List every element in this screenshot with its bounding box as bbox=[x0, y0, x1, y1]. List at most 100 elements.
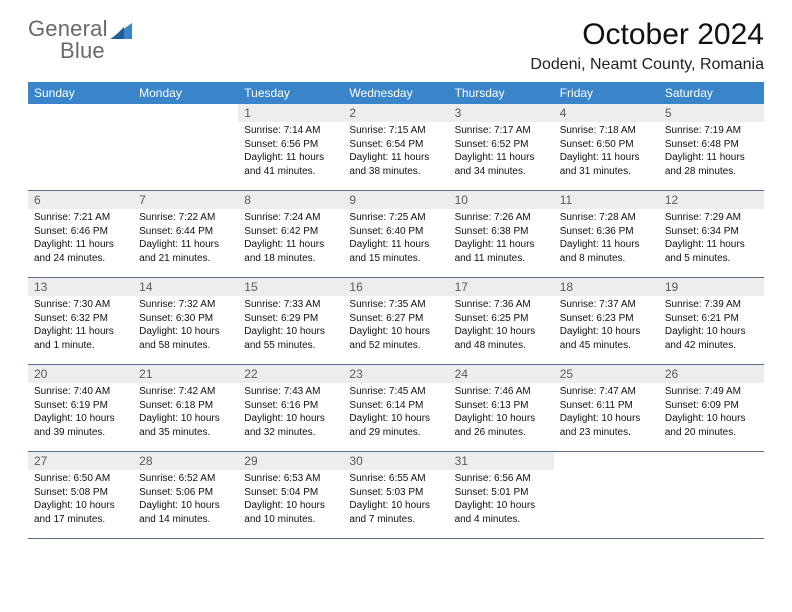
sunset: Sunset: 6:52 PM bbox=[455, 138, 548, 152]
daylight-line1: Daylight: 10 hours bbox=[34, 499, 127, 513]
sunrise: Sunrise: 7:42 AM bbox=[139, 385, 232, 399]
sunrise: Sunrise: 7:22 AM bbox=[139, 211, 232, 225]
calendar-row: 20Sunrise: 7:40 AMSunset: 6:19 PMDayligh… bbox=[28, 365, 764, 452]
day-content: Sunrise: 7:15 AMSunset: 6:54 PMDaylight:… bbox=[343, 122, 448, 182]
daylight-line1: Daylight: 10 hours bbox=[139, 412, 232, 426]
sunset: Sunset: 6:40 PM bbox=[349, 225, 442, 239]
day-number: 5 bbox=[659, 104, 764, 122]
sunset: Sunset: 6:44 PM bbox=[139, 225, 232, 239]
sunset: Sunset: 6:14 PM bbox=[349, 399, 442, 413]
calendar-cell: 29Sunrise: 6:53 AMSunset: 5:04 PMDayligh… bbox=[238, 452, 343, 539]
daylight-line1: Daylight: 11 hours bbox=[455, 238, 548, 252]
day-number: 1 bbox=[238, 104, 343, 122]
daylight-line1: Daylight: 10 hours bbox=[349, 412, 442, 426]
sunrise: Sunrise: 6:50 AM bbox=[34, 472, 127, 486]
calendar-cell: 26Sunrise: 7:49 AMSunset: 6:09 PMDayligh… bbox=[659, 365, 764, 452]
daylight-line2: and 45 minutes. bbox=[560, 339, 653, 353]
sunrise: Sunrise: 7:40 AM bbox=[34, 385, 127, 399]
day-content: Sunrise: 7:40 AMSunset: 6:19 PMDaylight:… bbox=[28, 383, 133, 443]
sunset: Sunset: 6:29 PM bbox=[244, 312, 337, 326]
calendar-cell: 30Sunrise: 6:55 AMSunset: 5:03 PMDayligh… bbox=[343, 452, 448, 539]
calendar-cell: 1Sunrise: 7:14 AMSunset: 6:56 PMDaylight… bbox=[238, 104, 343, 191]
sunset: Sunset: 6:56 PM bbox=[244, 138, 337, 152]
sunset: Sunset: 6:25 PM bbox=[455, 312, 548, 326]
sunrise: Sunrise: 7:29 AM bbox=[665, 211, 758, 225]
sunset: Sunset: 6:30 PM bbox=[139, 312, 232, 326]
day-content: Sunrise: 7:36 AMSunset: 6:25 PMDaylight:… bbox=[449, 296, 554, 356]
calendar-cell: 12Sunrise: 7:29 AMSunset: 6:34 PMDayligh… bbox=[659, 191, 764, 278]
daylight-line1: Daylight: 10 hours bbox=[244, 499, 337, 513]
day-content: Sunrise: 7:33 AMSunset: 6:29 PMDaylight:… bbox=[238, 296, 343, 356]
calendar-cell: 20Sunrise: 7:40 AMSunset: 6:19 PMDayligh… bbox=[28, 365, 133, 452]
sunset: Sunset: 6:54 PM bbox=[349, 138, 442, 152]
daylight-line1: Daylight: 11 hours bbox=[560, 238, 653, 252]
sunrise: Sunrise: 7:35 AM bbox=[349, 298, 442, 312]
weekday-header-row: Sunday Monday Tuesday Wednesday Thursday… bbox=[28, 82, 764, 104]
daylight-line2: and 26 minutes. bbox=[455, 426, 548, 440]
day-content: Sunrise: 7:22 AMSunset: 6:44 PMDaylight:… bbox=[133, 209, 238, 269]
sunset: Sunset: 6:38 PM bbox=[455, 225, 548, 239]
day-number: 7 bbox=[133, 191, 238, 209]
day-number: 24 bbox=[449, 365, 554, 383]
weekday-header: Tuesday bbox=[238, 82, 343, 104]
daylight-line2: and 14 minutes. bbox=[139, 513, 232, 527]
daylight-line1: Daylight: 11 hours bbox=[349, 151, 442, 165]
calendar-cell bbox=[28, 104, 133, 191]
daylight-line2: and 11 minutes. bbox=[455, 252, 548, 266]
calendar-cell: 16Sunrise: 7:35 AMSunset: 6:27 PMDayligh… bbox=[343, 278, 448, 365]
day-number: 23 bbox=[343, 365, 448, 383]
weekday-header: Friday bbox=[554, 82, 659, 104]
daylight-line1: Daylight: 11 hours bbox=[349, 238, 442, 252]
sunset: Sunset: 6:18 PM bbox=[139, 399, 232, 413]
day-content: Sunrise: 7:49 AMSunset: 6:09 PMDaylight:… bbox=[659, 383, 764, 443]
sunset: Sunset: 5:06 PM bbox=[139, 486, 232, 500]
sunrise: Sunrise: 7:37 AM bbox=[560, 298, 653, 312]
sunrise: Sunrise: 7:24 AM bbox=[244, 211, 337, 225]
daylight-line1: Daylight: 10 hours bbox=[349, 499, 442, 513]
sunrise: Sunrise: 6:55 AM bbox=[349, 472, 442, 486]
sunrise: Sunrise: 7:15 AM bbox=[349, 124, 442, 138]
calendar-cell: 7Sunrise: 7:22 AMSunset: 6:44 PMDaylight… bbox=[133, 191, 238, 278]
day-content: Sunrise: 7:39 AMSunset: 6:21 PMDaylight:… bbox=[659, 296, 764, 356]
day-content: Sunrise: 6:50 AMSunset: 5:08 PMDaylight:… bbox=[28, 470, 133, 530]
weekday-header: Monday bbox=[133, 82, 238, 104]
sunrise: Sunrise: 7:46 AM bbox=[455, 385, 548, 399]
daylight-line1: Daylight: 10 hours bbox=[139, 325, 232, 339]
daylight-line1: Daylight: 11 hours bbox=[665, 238, 758, 252]
daylight-line2: and 58 minutes. bbox=[139, 339, 232, 353]
day-number: 14 bbox=[133, 278, 238, 296]
sunrise: Sunrise: 7:19 AM bbox=[665, 124, 758, 138]
day-content: Sunrise: 7:45 AMSunset: 6:14 PMDaylight:… bbox=[343, 383, 448, 443]
calendar-cell: 28Sunrise: 6:52 AMSunset: 5:06 PMDayligh… bbox=[133, 452, 238, 539]
daylight-line2: and 5 minutes. bbox=[665, 252, 758, 266]
calendar-cell: 19Sunrise: 7:39 AMSunset: 6:21 PMDayligh… bbox=[659, 278, 764, 365]
daylight-line1: Daylight: 10 hours bbox=[455, 325, 548, 339]
daylight-line1: Daylight: 11 hours bbox=[139, 238, 232, 252]
calendar-row: 1Sunrise: 7:14 AMSunset: 6:56 PMDaylight… bbox=[28, 104, 764, 191]
day-content: Sunrise: 7:37 AMSunset: 6:23 PMDaylight:… bbox=[554, 296, 659, 356]
title-block: October 2024 Dodeni, Neamt County, Roman… bbox=[530, 18, 764, 74]
sunset: Sunset: 6:50 PM bbox=[560, 138, 653, 152]
day-content: Sunrise: 7:19 AMSunset: 6:48 PMDaylight:… bbox=[659, 122, 764, 182]
weekday-header: Thursday bbox=[449, 82, 554, 104]
calendar-cell: 11Sunrise: 7:28 AMSunset: 6:36 PMDayligh… bbox=[554, 191, 659, 278]
day-number: 30 bbox=[343, 452, 448, 470]
calendar-cell: 9Sunrise: 7:25 AMSunset: 6:40 PMDaylight… bbox=[343, 191, 448, 278]
month-title: October 2024 bbox=[530, 18, 764, 52]
header: General Blue October 2024 Dodeni, Neamt … bbox=[28, 18, 764, 74]
day-number: 6 bbox=[28, 191, 133, 209]
daylight-line2: and 31 minutes. bbox=[560, 165, 653, 179]
daylight-line1: Daylight: 10 hours bbox=[665, 412, 758, 426]
daylight-line1: Daylight: 11 hours bbox=[244, 238, 337, 252]
sunrise: Sunrise: 7:47 AM bbox=[560, 385, 653, 399]
calendar-cell: 6Sunrise: 7:21 AMSunset: 6:46 PMDaylight… bbox=[28, 191, 133, 278]
daylight-line2: and 52 minutes. bbox=[349, 339, 442, 353]
logo: General Blue bbox=[28, 18, 136, 62]
calendar-row: 27Sunrise: 6:50 AMSunset: 5:08 PMDayligh… bbox=[28, 452, 764, 539]
calendar-cell: 27Sunrise: 6:50 AMSunset: 5:08 PMDayligh… bbox=[28, 452, 133, 539]
sunrise: Sunrise: 7:49 AM bbox=[665, 385, 758, 399]
day-content: Sunrise: 7:17 AMSunset: 6:52 PMDaylight:… bbox=[449, 122, 554, 182]
daylight-line1: Daylight: 11 hours bbox=[455, 151, 548, 165]
daylight-line2: and 7 minutes. bbox=[349, 513, 442, 527]
day-content: Sunrise: 7:32 AMSunset: 6:30 PMDaylight:… bbox=[133, 296, 238, 356]
